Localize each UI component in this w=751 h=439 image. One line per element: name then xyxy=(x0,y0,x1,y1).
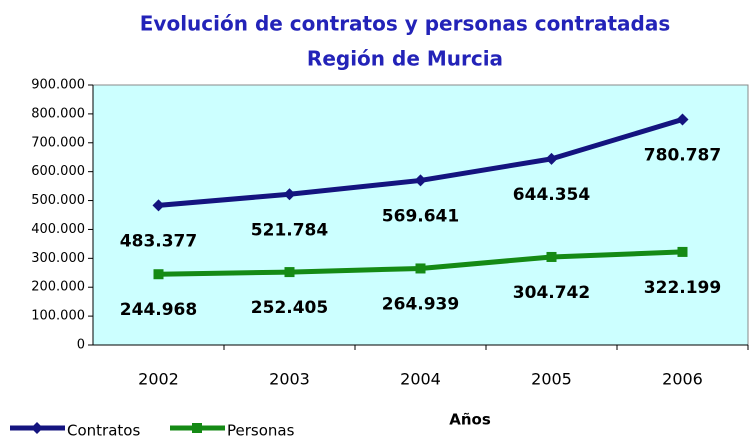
point xyxy=(677,246,688,257)
data-label: 244.968 xyxy=(120,300,197,320)
point xyxy=(546,251,557,262)
y-tick-label: 800.000 xyxy=(31,106,85,121)
plot-area xyxy=(92,84,749,346)
x-tick-label: 2005 xyxy=(531,370,572,389)
point xyxy=(415,263,426,274)
y-tick-label: 0 xyxy=(77,338,85,353)
data-label: 780.787 xyxy=(644,145,721,165)
legend-marker xyxy=(31,422,43,434)
chart-subtitle: Región de Murcia xyxy=(307,47,503,71)
data-label: 264.939 xyxy=(382,294,459,314)
point xyxy=(676,113,689,126)
legend-marker xyxy=(192,423,202,433)
point xyxy=(152,199,165,212)
legend-label: Contratos xyxy=(67,422,140,439)
x-axis-label: Años xyxy=(449,411,491,429)
point xyxy=(283,188,296,201)
data-label: 569.641 xyxy=(382,206,459,226)
y-tick-label: 600.000 xyxy=(31,164,85,179)
point xyxy=(545,152,558,165)
data-label: 304.742 xyxy=(513,283,590,303)
point xyxy=(153,269,164,280)
x-tick-label: 2002 xyxy=(138,370,179,389)
y-tick-label: 500.000 xyxy=(31,193,85,208)
y-tick-label: 700.000 xyxy=(31,135,85,150)
data-label: 252.405 xyxy=(251,298,328,318)
data-label: 521.784 xyxy=(251,220,329,240)
x-tick-label: 2004 xyxy=(400,370,441,389)
x-tick-label: 2003 xyxy=(269,370,310,389)
y-tick-label: 400.000 xyxy=(31,222,85,237)
data-label: 483.377 xyxy=(120,231,197,251)
data-label: 322.199 xyxy=(644,278,721,298)
chart-title: Evolución de contratos y personas contra… xyxy=(140,12,670,36)
y-tick-label: 900.000 xyxy=(31,78,85,93)
x-tick-label: 2006 xyxy=(662,370,703,389)
data-label: 644.354 xyxy=(513,185,591,205)
legend-label: Personas xyxy=(227,422,295,439)
y-tick-label: 200.000 xyxy=(31,280,85,295)
point xyxy=(284,267,295,278)
y-tick-label: 300.000 xyxy=(31,251,85,266)
y-tick-label: 100.000 xyxy=(31,309,85,324)
point xyxy=(414,174,427,187)
